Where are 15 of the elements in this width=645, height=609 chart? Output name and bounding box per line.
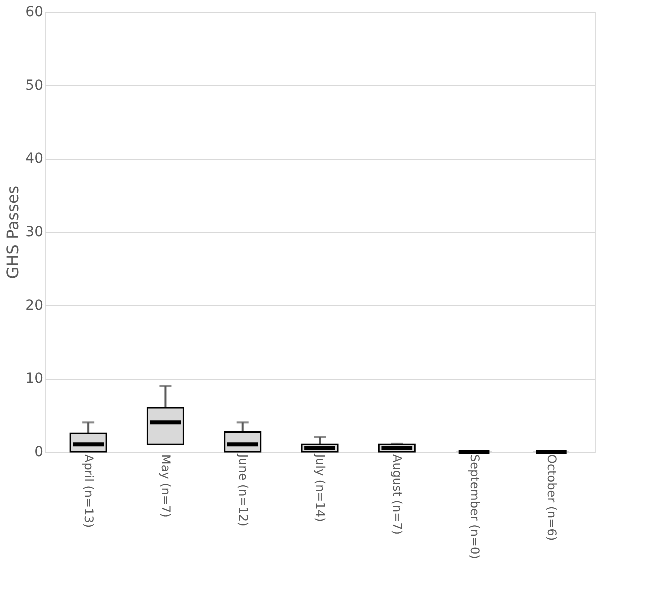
y-tick-label: 20: [26, 298, 44, 314]
y-tick-label: 0: [34, 444, 44, 460]
x-tick-label: May (n=7): [159, 454, 174, 518]
x-tick-label: July (n=14): [314, 454, 328, 522]
y-axis-title: GHS Passes: [4, 186, 23, 280]
y-tick-label: 60: [26, 4, 44, 20]
y-tick-label: 30: [26, 224, 44, 240]
x-tick-label: June (n=12): [236, 454, 250, 527]
y-tick-label: 10: [26, 371, 44, 388]
x-tick-label: October (n=6): [544, 454, 559, 541]
x-tick-label: September (n=0): [468, 454, 482, 560]
y-tick-label: 40: [26, 151, 44, 168]
x-tick-label: August (n=7): [390, 454, 405, 535]
y-tick-label: 50: [26, 78, 44, 94]
x-tick-label: April (n=13): [82, 454, 96, 528]
